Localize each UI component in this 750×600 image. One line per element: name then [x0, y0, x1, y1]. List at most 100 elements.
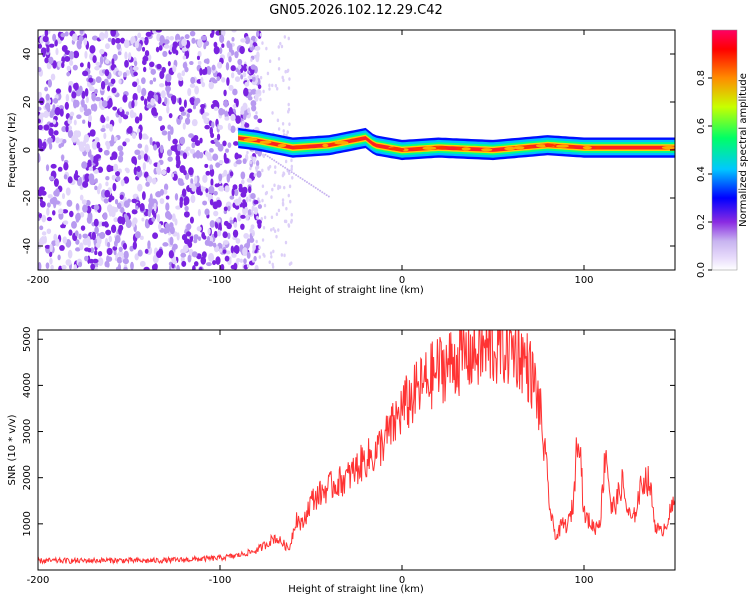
noise-speckle: [122, 71, 127, 78]
noise-speckle: [224, 255, 230, 262]
noise-speckle: [115, 171, 121, 177]
noise-speckle: [283, 185, 286, 190]
noise-speckle: [84, 255, 89, 262]
noise-speckle: [87, 159, 92, 167]
noise-speckle: [123, 213, 128, 220]
noise-speckle: [162, 189, 168, 195]
noise-speckle: [45, 164, 50, 172]
noise-speckle: [115, 37, 121, 44]
noise-speckle: [133, 60, 138, 67]
noise-speckle: [253, 199, 259, 205]
noise-speckle: [242, 102, 248, 111]
noise-speckle: [57, 208, 64, 215]
noise-speckle: [92, 165, 96, 171]
noise-speckle: [103, 132, 107, 140]
noise-speckle: [136, 165, 141, 172]
noise-speckle: [252, 243, 256, 251]
noise-speckle: [47, 79, 53, 88]
noise-speckle: [90, 154, 94, 163]
noise-speckle: [131, 100, 135, 109]
noise-speckle: [200, 256, 207, 265]
noise-speckle: [196, 226, 202, 232]
noise-speckle: [42, 35, 49, 43]
noise-speckle: [129, 65, 133, 75]
noise-speckle: [197, 208, 201, 217]
signal-band-blob: [436, 146, 447, 150]
noise-speckle: [179, 199, 183, 209]
noise-speckle: [63, 220, 69, 225]
x-tick-label: 100: [574, 275, 593, 286]
noise-speckle: [283, 219, 287, 224]
noise-speckle: [84, 50, 88, 59]
noise-speckle: [230, 125, 236, 133]
noise-speckle: [135, 205, 139, 210]
noise-speckle: [233, 98, 238, 104]
y-tick-label: 2000: [22, 465, 33, 490]
noise-speckle: [59, 245, 65, 251]
noise-speckle: [179, 106, 185, 113]
noise-speckle: [180, 111, 187, 116]
noise-speckle: [159, 70, 165, 80]
noise-speckle: [183, 211, 190, 218]
noise-speckle: [143, 98, 148, 106]
noise-speckle: [211, 30, 215, 36]
noise-speckle: [44, 86, 49, 92]
noise-speckle: [285, 206, 288, 211]
noise-speckle: [190, 194, 196, 204]
noise-speckle: [290, 171, 293, 174]
noise-speckle: [104, 189, 111, 198]
signal-band-blob: [535, 144, 547, 148]
noise-speckle: [280, 253, 284, 257]
noise-speckle: [308, 182, 311, 185]
noise-speckle: [72, 64, 78, 71]
colorbar: 0.0 0.2 0.4 0.6 0.8 Normalized spectral ampl…: [696, 29, 749, 278]
colorbar-tick-label: 0.8: [696, 70, 707, 86]
noise-speckle: [209, 198, 214, 206]
noise-speckle: [189, 216, 194, 224]
noise-speckle: [221, 77, 226, 83]
noise-speckle: [98, 183, 102, 190]
noise-speckle: [199, 67, 203, 76]
noise-speckle: [79, 146, 86, 153]
noise-speckle: [257, 90, 261, 94]
noise-speckle: [139, 260, 146, 267]
noise-speckle: [117, 145, 124, 152]
noise-speckle: [161, 125, 166, 131]
colorbar-frame: [711, 29, 738, 271]
noise-speckle: [155, 191, 161, 198]
noise-speckle: [159, 188, 164, 196]
noise-speckle: [133, 71, 138, 77]
noise-speckle: [263, 215, 267, 220]
noise-speckle: [228, 56, 232, 63]
noise-speckle: [73, 119, 77, 126]
noise-speckle: [272, 227, 275, 231]
noise-speckle: [52, 104, 56, 111]
noise-speckle: [215, 218, 221, 223]
noise-speckle: [257, 204, 263, 209]
noise-speckle: [106, 255, 110, 264]
noise-speckle: [144, 50, 150, 57]
noise-speckle: [215, 199, 222, 208]
noise-speckle: [128, 52, 132, 61]
noise-speckle: [164, 97, 168, 105]
noise-speckle: [218, 159, 224, 165]
noise-speckle: [155, 46, 160, 53]
noise-speckle: [168, 113, 173, 119]
noise-speckle: [262, 225, 266, 230]
noise-speckle: [281, 122, 285, 126]
noise-speckle: [153, 202, 157, 212]
signal-band-blob: [514, 146, 525, 150]
noise-speckle: [66, 71, 71, 77]
noise-speckle: [117, 51, 122, 56]
noise-speckle: [181, 234, 188, 241]
noise-speckle: [170, 126, 174, 135]
noise-speckle: [287, 36, 290, 41]
noise-speckle: [131, 112, 137, 118]
snr-panel: -200 -100 0 100 1000 2000 3000 4000 5000 Height…: [7, 327, 676, 595]
noise-speckle: [240, 171, 246, 180]
colorbar-tick-label: 0.6: [696, 118, 707, 134]
signal-band-layer: [238, 134, 675, 154]
noise-speckle: [155, 166, 160, 173]
noise-speckle: [250, 58, 253, 62]
noise-speckle: [110, 64, 115, 71]
